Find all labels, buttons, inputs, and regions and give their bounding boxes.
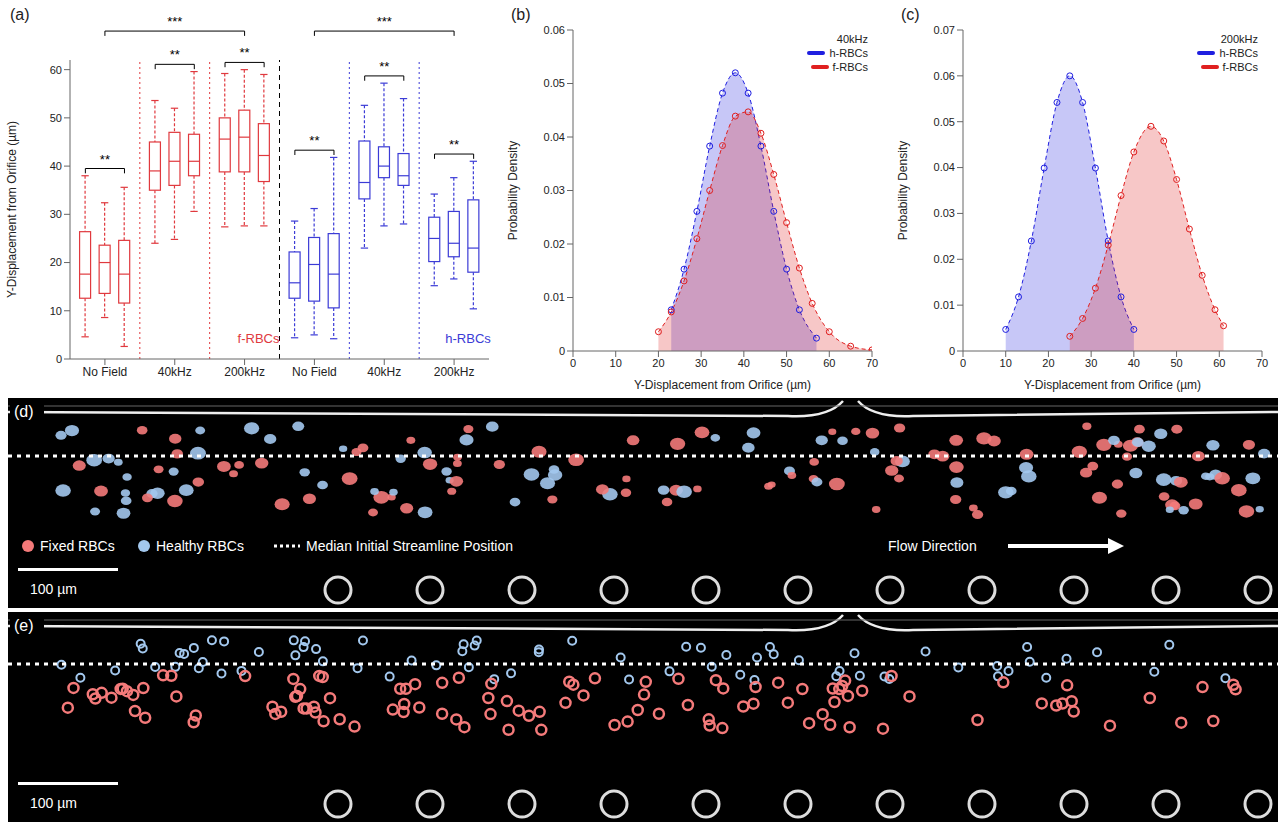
svg-text:Probability Density: Probability Density <box>896 141 910 240</box>
svg-text:0.07: 0.07 <box>934 24 955 36</box>
svg-text:40: 40 <box>50 160 62 172</box>
svg-text:Flow Direction: Flow Direction <box>888 538 977 554</box>
svg-text:20: 20 <box>1042 357 1054 369</box>
svg-text:0.02: 0.02 <box>544 238 565 250</box>
svg-text:No Field: No Field <box>292 365 337 379</box>
svg-text:0.05: 0.05 <box>544 77 565 89</box>
svg-text:Fixed RBCs: Fixed RBCs <box>40 538 115 554</box>
svg-text:0.04: 0.04 <box>544 131 565 143</box>
svg-text:60: 60 <box>1213 357 1225 369</box>
svg-text:f-RBCs: f-RBCs <box>238 331 280 346</box>
svg-text:30: 30 <box>1085 357 1097 369</box>
svg-text:0: 0 <box>949 345 955 357</box>
svg-text:30: 30 <box>695 357 707 369</box>
html-text:(b): (b) <box>511 6 531 23</box>
svg-text:No Field: No Field <box>83 365 128 379</box>
svg-text:0.04: 0.04 <box>934 161 955 173</box>
svg-text:40kHz: 40kHz <box>158 365 192 379</box>
svg-text:h-RBCs: h-RBCs <box>445 331 491 346</box>
svg-text:40: 40 <box>738 357 750 369</box>
svg-text:10: 10 <box>610 357 622 369</box>
svg-text:Y-Displacement from Orifice (µ: Y-Displacement from Orifice (µm) <box>1024 378 1201 392</box>
svg-text:0: 0 <box>56 353 62 365</box>
svg-text:70: 70 <box>1256 357 1268 369</box>
svg-text:Y-Displacement from Orifice (µ: Y-Displacement from Orifice (µm) <box>5 121 19 298</box>
svg-text:**: ** <box>170 47 180 62</box>
html-text:(a): (a) <box>10 6 30 23</box>
svg-text:60: 60 <box>823 357 835 369</box>
svg-text:20: 20 <box>50 256 62 268</box>
svg-text:Probability Density: Probability Density <box>506 141 520 240</box>
html-text:40kHz: 40kHz <box>836 33 868 45</box>
svg-text:20: 20 <box>652 357 664 369</box>
svg-text:**: ** <box>379 59 389 74</box>
svg-text:0: 0 <box>960 357 966 369</box>
svg-text:(e): (e) <box>14 617 34 634</box>
svg-text:100 µm: 100 µm <box>30 581 77 597</box>
svg-text:50: 50 <box>50 112 62 124</box>
svg-text:**: ** <box>240 45 250 60</box>
svg-text:0.01: 0.01 <box>934 299 955 311</box>
svg-text:60: 60 <box>50 64 62 76</box>
svg-text:0.01: 0.01 <box>544 291 565 303</box>
svg-text:0.03: 0.03 <box>934 207 955 219</box>
svg-text:0.06: 0.06 <box>934 70 955 82</box>
svg-text:50: 50 <box>1170 357 1182 369</box>
svg-text:30: 30 <box>50 208 62 220</box>
svg-text:40: 40 <box>1128 357 1140 369</box>
svg-text:200kHz: 200kHz <box>224 365 265 379</box>
svg-text:0.05: 0.05 <box>934 116 955 128</box>
svg-text:0.06: 0.06 <box>544 24 565 36</box>
svg-text:0: 0 <box>570 357 576 369</box>
svg-text:Median Initial Streamline Posi: Median Initial Streamline Position <box>306 538 513 554</box>
svg-text:10: 10 <box>1000 357 1012 369</box>
html-text:h-RBCs: h-RBCs <box>1219 47 1258 59</box>
svg-text:50: 50 <box>780 357 792 369</box>
svg-text:0.03: 0.03 <box>544 184 565 196</box>
html-text:f-RBCs: f-RBCs <box>1222 61 1258 73</box>
svg-text:**: ** <box>449 137 459 152</box>
html-text:(c): (c) <box>901 6 920 23</box>
svg-text:100 µm: 100 µm <box>30 795 77 811</box>
svg-text:0.02: 0.02 <box>934 253 955 265</box>
svg-text:70: 70 <box>866 357 878 369</box>
svg-text:**: ** <box>100 152 110 167</box>
svg-text:***: *** <box>167 14 182 29</box>
svg-text:Y-Displacement from Orifice (µ: Y-Displacement from Orifice (µm) <box>634 378 811 392</box>
svg-text:0: 0 <box>559 345 565 357</box>
svg-text:Healthy RBCs: Healthy RBCs <box>156 538 244 554</box>
html-text:200kHz: 200kHz <box>1220 33 1258 45</box>
svg-text:10: 10 <box>50 305 62 317</box>
svg-text:**: ** <box>309 133 319 148</box>
svg-text:***: *** <box>377 14 392 29</box>
html-text:h-RBCs: h-RBCs <box>829 47 868 59</box>
svg-text:40kHz: 40kHz <box>367 365 401 379</box>
svg-text:200kHz: 200kHz <box>434 365 475 379</box>
html-text:f-RBCs: f-RBCs <box>832 61 868 73</box>
svg-text:(d): (d) <box>14 403 34 420</box>
